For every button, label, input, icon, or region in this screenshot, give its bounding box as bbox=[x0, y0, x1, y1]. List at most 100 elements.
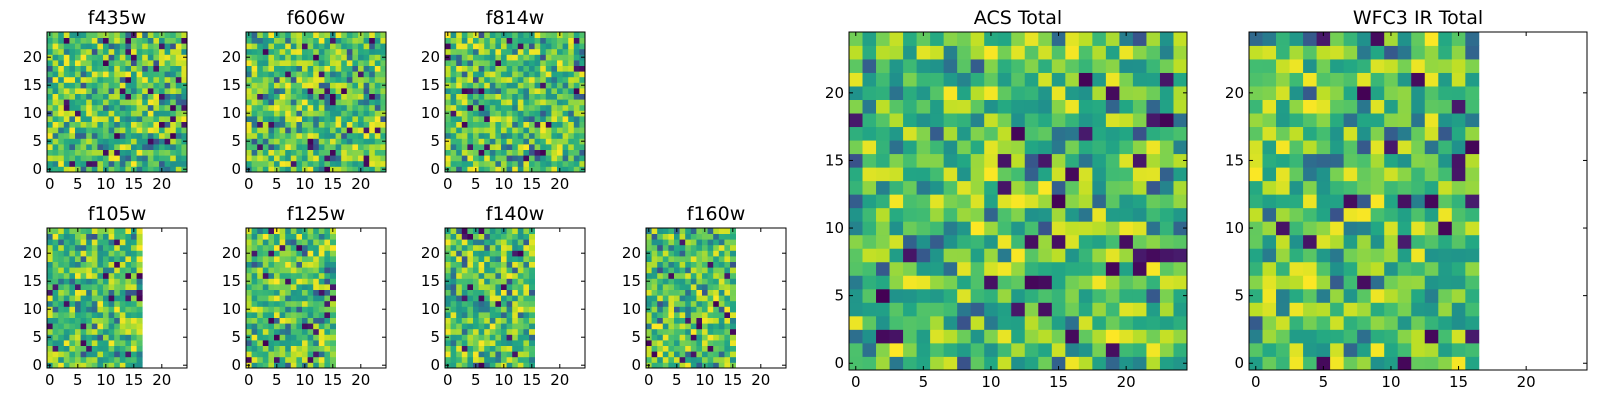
heatmap-cell bbox=[262, 93, 269, 100]
heatmap-cell bbox=[957, 315, 972, 330]
heatmap-cell bbox=[47, 43, 53, 50]
heatmap-cell bbox=[341, 132, 348, 139]
heatmap-cell bbox=[86, 121, 93, 128]
heatmap-cell bbox=[957, 180, 972, 195]
heatmap-cell bbox=[335, 71, 342, 78]
heatmap-cell bbox=[903, 113, 917, 128]
heatmap-cell bbox=[251, 289, 258, 296]
heatmap-cell bbox=[1370, 126, 1385, 141]
heatmap-cell bbox=[512, 261, 519, 268]
heatmap-cell bbox=[456, 351, 463, 358]
heatmap-cell bbox=[1316, 126, 1331, 141]
heatmap-cell bbox=[445, 160, 451, 167]
heatmap-cell bbox=[58, 99, 65, 106]
heatmap-cell bbox=[957, 207, 972, 222]
heatmap-cell bbox=[1276, 180, 1290, 195]
heatmap-cell bbox=[246, 351, 252, 358]
heatmap-cell bbox=[307, 323, 314, 330]
heatmap-cell bbox=[540, 43, 547, 50]
heatmap-cell bbox=[285, 334, 292, 341]
heatmap-cell bbox=[103, 345, 109, 352]
heatmap-cell bbox=[489, 138, 496, 145]
heatmap-cell bbox=[685, 306, 692, 313]
heatmap-cell bbox=[467, 356, 474, 363]
heatmap-cell bbox=[147, 116, 154, 122]
heatmap-cell bbox=[1078, 126, 1093, 141]
heatmap-cell bbox=[324, 160, 331, 167]
heatmap-cell bbox=[685, 267, 692, 274]
heatmap-cell bbox=[97, 233, 104, 240]
heatmap-cell bbox=[512, 88, 519, 94]
heatmap-cell bbox=[63, 99, 70, 106]
heatmap-cell bbox=[268, 88, 275, 94]
heatmap-cell bbox=[131, 82, 137, 89]
heatmap-cell bbox=[523, 155, 530, 162]
heatmap-cell bbox=[307, 32, 314, 38]
heatmap-cell bbox=[523, 82, 530, 89]
heatmap-cell bbox=[164, 82, 171, 89]
heatmap-cell bbox=[529, 127, 535, 134]
heatmap-cell bbox=[1078, 153, 1093, 168]
heatmap-cell bbox=[86, 323, 93, 330]
heatmap-cell bbox=[285, 345, 292, 352]
heatmap-cell bbox=[456, 116, 463, 122]
heatmap-cell bbox=[984, 356, 999, 371]
heatmap-cell bbox=[302, 312, 308, 318]
heatmap-cell bbox=[1330, 248, 1345, 263]
heatmap-cell bbox=[268, 362, 275, 369]
heatmap-cell bbox=[307, 356, 314, 363]
heatmap-cell bbox=[52, 289, 59, 296]
heatmap-cell bbox=[69, 48, 76, 55]
heatmap-cell bbox=[358, 104, 364, 111]
heatmap-cell bbox=[662, 261, 669, 268]
heatmap-cell bbox=[75, 60, 81, 66]
heatmap-cell bbox=[63, 300, 70, 307]
heatmap-cell bbox=[1370, 288, 1385, 303]
heatmap-cell bbox=[1092, 86, 1107, 100]
heatmap-cell bbox=[495, 272, 502, 279]
heatmap-cell bbox=[573, 54, 580, 61]
heatmap-cell bbox=[916, 153, 931, 168]
heatmap-cell bbox=[125, 32, 132, 38]
heatmap-cell bbox=[512, 278, 519, 285]
heatmap-cell bbox=[467, 54, 474, 61]
heatmap-cell bbox=[296, 272, 303, 279]
heatmap-cell bbox=[63, 239, 70, 246]
heatmap-cell bbox=[876, 72, 890, 87]
heatmap-cell bbox=[335, 65, 342, 72]
heatmap-cell bbox=[718, 351, 725, 358]
heatmap-cell bbox=[690, 256, 697, 262]
heatmap-cell bbox=[175, 88, 182, 94]
heatmap-cell bbox=[1105, 315, 1120, 330]
heatmap-cell bbox=[1276, 59, 1290, 73]
heatmap-cell bbox=[461, 132, 468, 139]
heatmap-cell bbox=[523, 228, 530, 234]
heatmap-cell bbox=[657, 345, 664, 352]
heatmap-cell bbox=[125, 244, 132, 251]
heatmap-cell bbox=[1065, 194, 1080, 209]
heatmap-cell bbox=[1424, 302, 1439, 317]
heatmap-cell bbox=[1105, 86, 1120, 100]
heatmap-cell bbox=[473, 278, 479, 285]
heatmap-cell bbox=[358, 138, 364, 145]
heatmap-cell bbox=[103, 121, 109, 128]
heatmap-cell bbox=[1011, 113, 1026, 128]
heatmap-cell bbox=[69, 76, 76, 83]
heatmap-cell bbox=[58, 317, 65, 324]
heatmap-cell bbox=[651, 351, 658, 358]
heatmap-cell bbox=[131, 328, 137, 335]
heatmap-cell bbox=[335, 93, 342, 100]
heatmap-cell bbox=[302, 289, 308, 296]
heatmap-cell bbox=[181, 132, 188, 139]
heatmap-cell bbox=[943, 99, 958, 114]
heatmap-cell bbox=[262, 295, 269, 302]
heatmap-cell bbox=[501, 99, 507, 106]
heatmap-cell bbox=[506, 267, 513, 274]
heatmap-cell bbox=[1316, 302, 1331, 317]
heatmap-cell bbox=[862, 275, 877, 290]
heatmap-cell bbox=[58, 110, 65, 117]
heatmap-cell bbox=[450, 76, 457, 83]
heatmap-cell bbox=[984, 194, 999, 209]
heatmap-cell bbox=[47, 127, 53, 134]
heatmap-cell bbox=[170, 93, 177, 100]
